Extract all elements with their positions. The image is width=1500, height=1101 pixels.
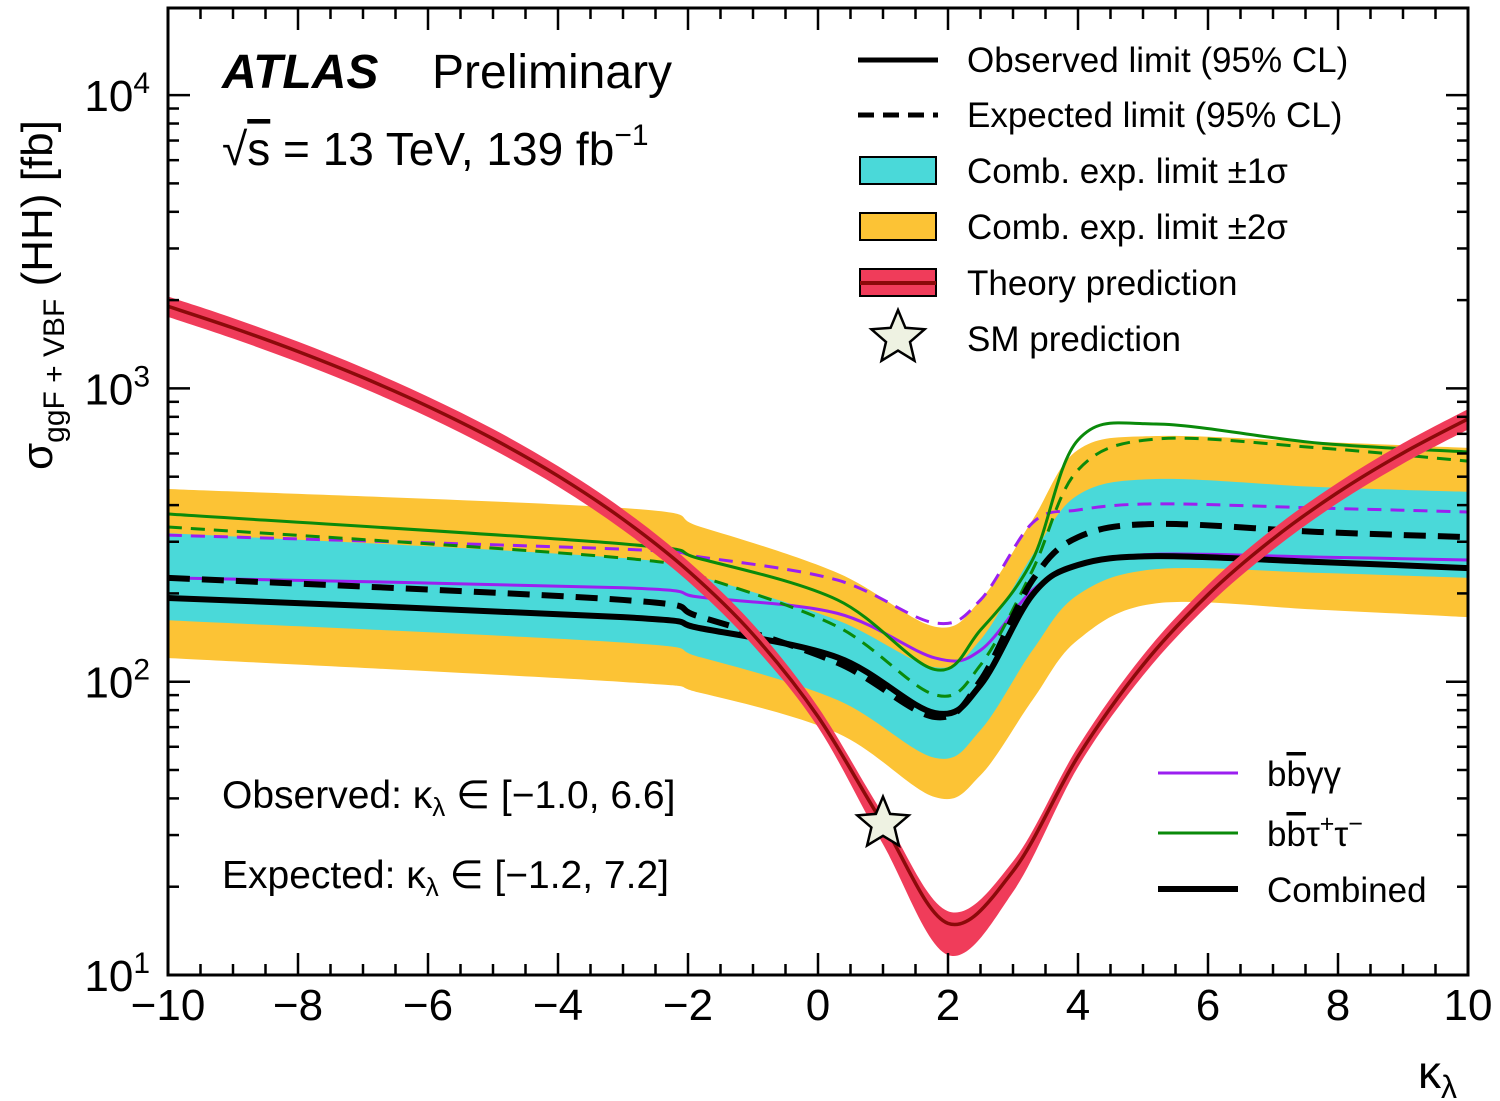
y-axis-title: σggF + VBF (HH) [fb] xyxy=(13,120,71,470)
legend-observed-label: Observed limit (95% CL) xyxy=(967,41,1348,80)
channel-bbyy-label: bbγγ xyxy=(1267,755,1341,794)
exp-lambda: λ xyxy=(426,872,439,902)
legend-theory-label: Theory prediction xyxy=(967,264,1237,303)
sqrt-s: s xyxy=(247,123,270,175)
x-title-kappa: κ xyxy=(1418,1046,1442,1098)
bbyy-yy: γγ xyxy=(1306,755,1342,794)
y-tick-exponent: 3 xyxy=(133,360,150,393)
lumi-exponent: −1 xyxy=(614,119,648,152)
obs-label: Observed: xyxy=(222,774,413,817)
x-title-lambda: λ xyxy=(1441,1069,1457,1101)
theory-layer xyxy=(168,296,1468,957)
y-title-rest: (HH) [fb] xyxy=(13,120,62,298)
bbtt-tau2: τ xyxy=(1334,815,1348,854)
x-tick-label: 2 xyxy=(936,981,960,1030)
y-tick-base: 10 xyxy=(84,952,133,1001)
x-tick-label: 4 xyxy=(1066,981,1090,1030)
y-title-sigma: σ xyxy=(13,443,62,470)
x-tick-label: 6 xyxy=(1196,981,1220,1030)
lines-layer xyxy=(168,421,1468,721)
theory-line xyxy=(168,304,1468,927)
y-tick-base: 10 xyxy=(84,72,133,121)
bbtautau-observed-line xyxy=(168,421,1468,672)
bbtt-b: b xyxy=(1267,815,1286,854)
combined-observed-line xyxy=(168,553,1468,717)
x-tick-label: −2 xyxy=(663,981,713,1030)
obs-range: ∈ [−1.0, 6.6] xyxy=(445,774,675,817)
preliminary-label: Preliminary xyxy=(432,46,672,99)
energy-label: √s = 13 TeV, 139 fb−1 xyxy=(222,119,649,175)
bbyy-expected-line xyxy=(168,502,1468,626)
bbtt-plus: + xyxy=(1320,810,1335,838)
bbyy-observed-line xyxy=(168,552,1468,663)
sm-prediction-star xyxy=(854,793,912,849)
obs-kappa: κ xyxy=(413,774,433,817)
bbtt-minus: − xyxy=(1348,810,1363,838)
bbyy-b: b xyxy=(1267,755,1286,794)
y-tick-label: 102 xyxy=(84,654,150,708)
channel-legend: bbγγ bbτ+τ− Combined xyxy=(1158,755,1427,910)
exp-range: ∈ [−1.2, 7.2] xyxy=(439,854,669,897)
channel-combined-label: Combined xyxy=(1267,871,1427,910)
y-tick-exponent: 4 xyxy=(133,67,150,100)
bbtt-bbar: b xyxy=(1286,815,1305,854)
expected-interval: Expected: κλ ∈ [−1.2, 7.2] xyxy=(222,854,669,902)
bands-layer xyxy=(168,435,1468,800)
legend-expected-label: Expected limit (95% CL) xyxy=(967,96,1342,135)
y-tick-base: 10 xyxy=(84,659,133,708)
band-1sigma xyxy=(168,478,1468,759)
legend-sm-label: SM prediction xyxy=(967,320,1181,359)
obs-lambda: λ xyxy=(432,792,445,822)
y-tick-label: 103 xyxy=(84,360,150,414)
x-tick-label: 0 xyxy=(806,981,830,1030)
legend-2sigma-label: Comb. exp. limit ±2σ xyxy=(967,208,1288,247)
x-axis-title: κλ xyxy=(1418,1046,1457,1101)
channel-bbtautau-label: bbτ+τ− xyxy=(1267,810,1363,854)
exp-label: Expected: xyxy=(222,854,406,897)
legend-sm-star-icon xyxy=(868,306,928,364)
y-tick-exponent: 2 xyxy=(133,654,150,687)
energy-text: 13 TeV, 139 fb xyxy=(323,123,615,175)
y-tick-label: 104 xyxy=(84,67,150,121)
x-tick-label: −10 xyxy=(131,981,206,1030)
exp-kappa: κ xyxy=(406,854,426,897)
atlas-label: ATLAS xyxy=(221,46,378,99)
bbtt-tau1: τ xyxy=(1306,815,1320,854)
x-tick-label: −6 xyxy=(403,981,453,1030)
x-tick-label: −8 xyxy=(273,981,323,1030)
observed-interval: Observed: κλ ∈ [−1.0, 6.6] xyxy=(222,774,675,822)
x-tick-label: 10 xyxy=(1444,981,1493,1030)
sqrt-symbol: √ xyxy=(222,123,248,175)
y-tick-label: 101 xyxy=(84,947,150,1001)
legend-2sigma-swatch xyxy=(859,212,937,241)
energy-eq: = xyxy=(270,123,322,175)
x-tick-label: 8 xyxy=(1326,981,1350,1030)
bbyy-bbar: b xyxy=(1286,755,1305,794)
y-tick-base: 10 xyxy=(84,365,133,414)
y-tick-exponent: 1 xyxy=(133,947,150,980)
legend-1sigma-swatch xyxy=(859,156,937,185)
x-tick-label: −4 xyxy=(533,981,583,1030)
combined-expected-line xyxy=(168,520,1468,721)
legend: Observed limit (95% CL) Expected limit (… xyxy=(858,41,1348,364)
y-title-sub: ggF + VBF xyxy=(38,299,71,443)
legend-1sigma-label: Comb. exp. limit ±1σ xyxy=(967,152,1288,191)
